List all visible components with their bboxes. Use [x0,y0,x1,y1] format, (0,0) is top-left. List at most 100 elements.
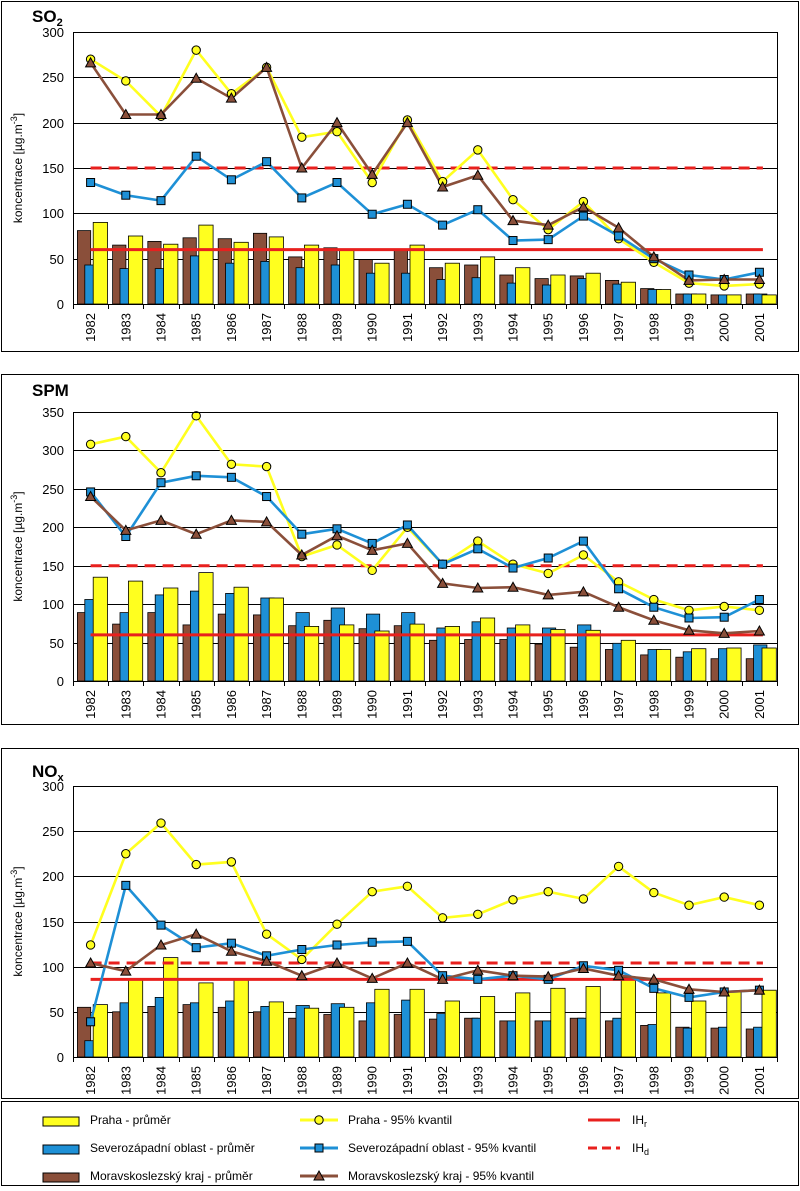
bar-praha_prumer [479,256,496,305]
legend-label-main: Praha - 95% kvantil [348,1113,452,1127]
chart-panel-2: 0 50 100 150 200 250 300 350 1982 1983 1984 1985 198… [1,374,799,725]
x-tick-label: 1987 [259,690,274,719]
y-tick-label: 250 [42,70,64,85]
legend-label-main: IH [632,1113,644,1127]
legend-label: Praha - 95% kvantil [348,1113,452,1127]
y-tick-label: 0 [57,674,64,689]
legend-item-severozapadni_kvantil: Severozápadní oblast - 95% kvantil [300,1141,536,1155]
bar-praha_prumer [92,576,108,682]
chart-title-subscript: 2 [57,17,63,29]
point-severozapadni_kvantil [297,529,307,539]
point-moravskoslezsky_kvantil [718,985,731,997]
chart-title: SO2 [32,7,63,29]
point-moravskoslezsky_kvantil [507,581,519,592]
legend-label-main: Moravskoslezský kraj - průměr [90,1169,253,1183]
point-severozapadni_kvantil [684,613,694,623]
point-moravskoslezsky_kvantil [225,92,238,103]
point-praha_kvantil [226,857,237,867]
bar-praha_prumer [303,244,320,305]
point-severozapadni_kvantil [156,196,166,206]
bar-praha_prumer [515,267,531,305]
point-severozapadni_kvantil [121,880,131,890]
x-tick-label: 1997 [611,690,626,719]
point-moravskoslezsky_kvantil [436,973,449,984]
x-tick-label: 1993 [470,690,485,719]
point-moravskoslezsky_kvantil [366,544,379,555]
point-severozapadni_kvantil [156,920,166,930]
point-moravskoslezsky_kvantil [647,250,660,262]
x-tick-label: 1995 [541,313,556,342]
y-tick-label: 300 [42,443,64,458]
x-tick-label: 1989 [330,313,345,342]
point-moravskoslezsky_kvantil [190,928,203,939]
point-praha_kvantil [332,919,342,929]
bar-praha_prumer [303,1007,320,1058]
bar-praha_prumer [515,624,531,682]
point-severozapadni_kvantil [191,471,201,481]
legend-label-main: Praha - průměr [90,1113,171,1127]
bar-praha_prumer [127,978,144,1058]
legend: Praha - průměr Praha - 95% kvantil IHrSeve… [1,1101,799,1186]
y-axis-label-end: ] [11,491,25,494]
bar-praha_prumer [163,957,179,1058]
series-line-moravskoslezsky_kvantil [90,932,760,994]
point-severozapadni_kvantil [156,478,166,488]
point-moravskoslezsky_kvantil [260,61,273,72]
point-praha_kvantil [473,536,483,546]
point-severozapadni_kvantil [649,983,659,993]
point-praha_kvantil [578,550,589,560]
point-praha_kvantil [543,886,553,897]
bar-praha_prumer [620,281,636,305]
legend-label: Praha - průměr [90,1113,171,1127]
point-severozapadni_kvantil [754,595,764,605]
y-tick-label: 200 [42,116,64,131]
chart-title-main: NO [32,762,58,781]
point-moravskoslezsky_kvantil [683,983,695,994]
point-severozapadni_kvantil [86,178,96,188]
legend-label-main: IH [632,1141,644,1155]
x-tick-label: 1995 [541,690,556,719]
y-tick-label: 200 [42,520,64,535]
bar-praha_prumer [409,988,425,1058]
legend-swatch-marker [313,1169,325,1181]
x-tick-label: 1984 [154,690,169,719]
x-tick-label: 1986 [224,313,239,342]
legend-item-moravskoslezsky_kvantil: Moravskoslezský kraj - 95% kvantil [300,1169,534,1183]
x-tick-label: 2001 [752,690,767,719]
y-tick-label: 150 [42,915,64,930]
chart-panel-3: 0 50 100 150 200 250 300 1982 1983 1984 1985 1986 19… [1,748,799,1099]
x-tick-label: 2000 [717,1066,732,1095]
x-tick-label: 1988 [294,1066,309,1095]
x-tick-label: 1999 [682,1066,697,1095]
x-tick-label: 1991 [400,313,415,342]
point-praha_kvantil [85,940,96,950]
point-moravskoslezsky_kvantil [683,274,695,285]
y-tick-label: 350 [42,405,64,420]
bar-praha_prumer [163,243,179,305]
point-severozapadni_kvantil [191,151,201,161]
point-moravskoslezsky_kvantil [190,72,203,83]
point-moravskoslezsky_kvantil [190,528,203,539]
bar-praha_prumer [585,629,601,682]
point-praha_kvantil [508,195,518,205]
point-moravskoslezsky_kvantil [155,514,167,525]
point-praha_kvantil [156,818,166,828]
x-tick-label: 1986 [224,1066,239,1095]
point-moravskoslezsky_kvantil [84,490,97,502]
point-severozapadni_kvantil [543,235,553,245]
bar-praha_prumer [127,580,144,682]
point-severozapadni_kvantil [473,974,483,984]
point-severozapadni_kvantil [543,553,553,563]
point-praha_kvantil [684,605,694,615]
point-moravskoslezsky_kvantil [718,627,731,638]
x-tick-label: 1984 [154,1066,169,1095]
x-tick-label: 1994 [506,1066,521,1095]
point-severozapadni_kvantil [226,472,236,482]
point-praha_kvantil [332,540,342,550]
point-moravskoslezsky_kvantil [366,168,379,179]
series-line-severozapadni_kvantil [89,882,760,1023]
x-tick-label: 1993 [470,313,485,342]
x-tick-label: 1998 [646,1066,661,1095]
point-moravskoslezsky_kvantil [401,957,414,968]
point-praha_kvantil [649,594,659,605]
